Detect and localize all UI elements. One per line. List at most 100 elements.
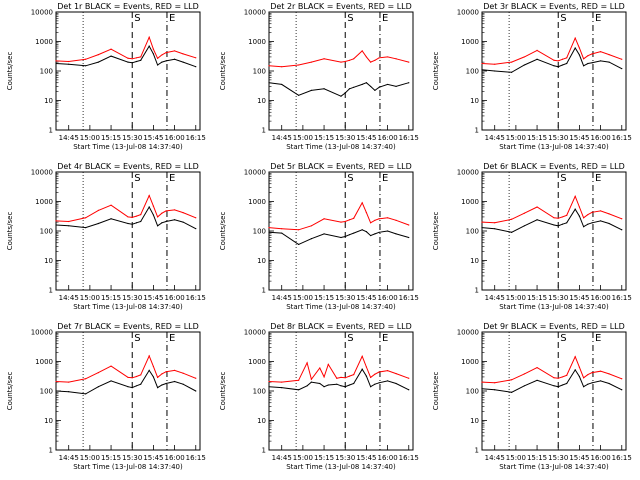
y-tick-label: 10000	[244, 169, 266, 177]
events-point	[348, 88, 351, 90]
events-point	[152, 214, 155, 216]
events-point	[173, 380, 176, 383]
x-tick-label: 16:00	[377, 134, 397, 142]
plot-frame	[268, 171, 414, 291]
lld-series-line	[481, 195, 622, 224]
lld-point	[599, 51, 602, 53]
lld-point	[135, 375, 138, 378]
plot-frame	[268, 11, 414, 131]
s-marker-label: S	[347, 173, 353, 184]
lld-point	[323, 376, 325, 378]
lld-point	[395, 58, 397, 60]
events-point	[336, 383, 338, 385]
y-tick-label: 1	[475, 127, 479, 135]
events-point	[553, 224, 555, 226]
lld-point	[608, 373, 610, 375]
detector-panel: Det 2r BLACK = Events, RED = LLD 1 10 100 10…	[219, 2, 419, 151]
e-marker-label: E	[169, 173, 175, 184]
x-axis-label: Start Time (13-Jul-08 14:37:40)	[286, 303, 396, 311]
events-point	[494, 70, 496, 72]
events-point	[182, 61, 184, 63]
plot-frame	[481, 11, 627, 131]
x-axis-label: Start Time (13-Jul-08 14:37:40)	[73, 463, 183, 471]
x-tick-label: 16:00	[590, 134, 610, 142]
events-point	[85, 65, 87, 67]
lld-point	[374, 373, 376, 375]
events-point	[557, 66, 559, 68]
s-marker-label: S	[134, 13, 140, 24]
y-tick-label: 1000	[35, 198, 53, 206]
events-series-line	[268, 229, 409, 245]
x-tick-label: 15:15	[101, 294, 121, 302]
y-tick-label: 10	[44, 417, 53, 425]
y-tick-label: 1	[49, 127, 53, 135]
plot-frame	[55, 171, 201, 291]
events-point	[511, 391, 513, 393]
x-tick-label: 15:15	[101, 134, 121, 142]
events-point	[408, 389, 410, 391]
lld-point	[140, 56, 142, 58]
y-tick-label: 10000	[31, 9, 53, 17]
lld-point	[195, 377, 197, 379]
lld-point	[127, 376, 129, 378]
events-point	[386, 230, 389, 232]
y-tick-label: 1000	[35, 358, 53, 366]
panel-title: Det 1r BLACK = Events, RED = LLD	[57, 2, 199, 11]
events-point	[353, 382, 355, 385]
lld-point	[511, 379, 513, 381]
events-point	[110, 380, 112, 382]
lld-point	[583, 58, 585, 60]
lld-point	[621, 58, 623, 60]
lld-point	[298, 379, 300, 381]
events-point	[395, 233, 397, 235]
events-point	[566, 62, 568, 65]
events-point	[494, 389, 496, 391]
events-point	[340, 95, 342, 97]
events-point	[481, 227, 483, 229]
y-tick-label: 10000	[244, 329, 266, 337]
lld-point	[386, 217, 389, 219]
events-point	[165, 60, 167, 62]
lld-point	[361, 202, 363, 204]
lld-point	[135, 215, 138, 217]
x-tick-label: 14:45	[485, 134, 505, 142]
lld-point	[365, 212, 368, 214]
lld-point	[578, 206, 581, 208]
lld-point	[97, 372, 99, 374]
events-point	[157, 64, 159, 66]
x-tick-label: 14:45	[485, 454, 505, 462]
lld-point	[323, 58, 325, 60]
events-point	[148, 369, 150, 371]
lld-point	[55, 220, 57, 222]
x-tick-label: 15:45	[569, 294, 589, 302]
events-point	[140, 59, 142, 61]
x-axis-label: Start Time (13-Jul-08 14:37:40)	[499, 303, 609, 311]
lld-point	[127, 216, 129, 218]
x-tick-label: 14:45	[59, 454, 79, 462]
x-tick-label: 15:45	[569, 454, 589, 462]
events-point	[608, 61, 610, 63]
lld-point	[353, 58, 355, 60]
events-point	[378, 231, 380, 233]
x-tick-label: 16:00	[377, 294, 397, 302]
y-tick-label: 100	[466, 388, 479, 396]
y-tick-label: 100	[466, 228, 479, 236]
events-point	[182, 383, 184, 385]
lld-point	[344, 220, 346, 223]
y-axis-label: Counts/sec	[432, 52, 440, 91]
events-point	[268, 386, 270, 388]
lld-point	[361, 355, 363, 357]
lld-point	[408, 61, 410, 63]
events-point	[591, 62, 593, 64]
detector-panel: Det 8r BLACK = Events, RED = LLD 1 10 100 10…	[219, 322, 419, 471]
lld-point	[182, 53, 184, 55]
lld-point	[561, 216, 564, 218]
x-tick-label: 15:45	[143, 134, 163, 142]
events-point	[599, 380, 602, 382]
events-point	[97, 61, 99, 63]
lld-point	[281, 66, 283, 68]
x-tick-label: 14:45	[272, 294, 292, 302]
events-point	[574, 208, 576, 210]
y-tick-label: 10	[470, 417, 479, 425]
lld-point	[494, 382, 496, 384]
